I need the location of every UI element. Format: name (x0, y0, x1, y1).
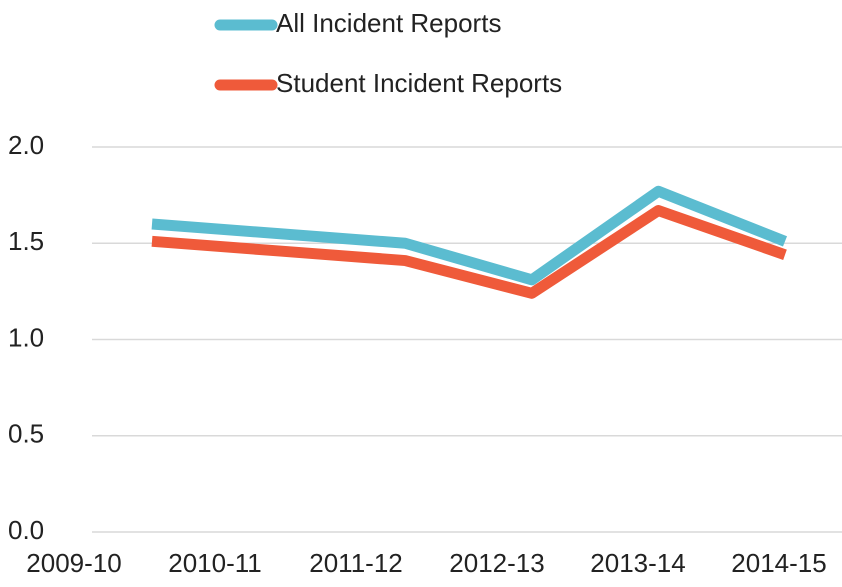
data-line (151, 185, 788, 286)
data-line (151, 205, 787, 299)
x-tick-label: 2011-12 (309, 548, 403, 578)
legend-label: All Incident Reports (276, 8, 501, 38)
y-tick-label: 2.0 (8, 130, 44, 160)
y-tick-label: 0.5 (8, 419, 44, 449)
legend-label: Student Incident Reports (276, 68, 562, 98)
y-tick-label: 1.0 (8, 322, 44, 352)
x-tick-label: 2012-13 (449, 548, 544, 578)
x-tick-label: 2010-11 (168, 548, 262, 578)
x-tick-label: 2013-14 (590, 548, 685, 578)
x-tick-label: 2014-15 (731, 548, 826, 578)
x-tick-label: 2009-10 (26, 548, 121, 578)
y-tick-label: 1.5 (8, 226, 44, 256)
y-tick-label: 0.0 (8, 515, 44, 545)
